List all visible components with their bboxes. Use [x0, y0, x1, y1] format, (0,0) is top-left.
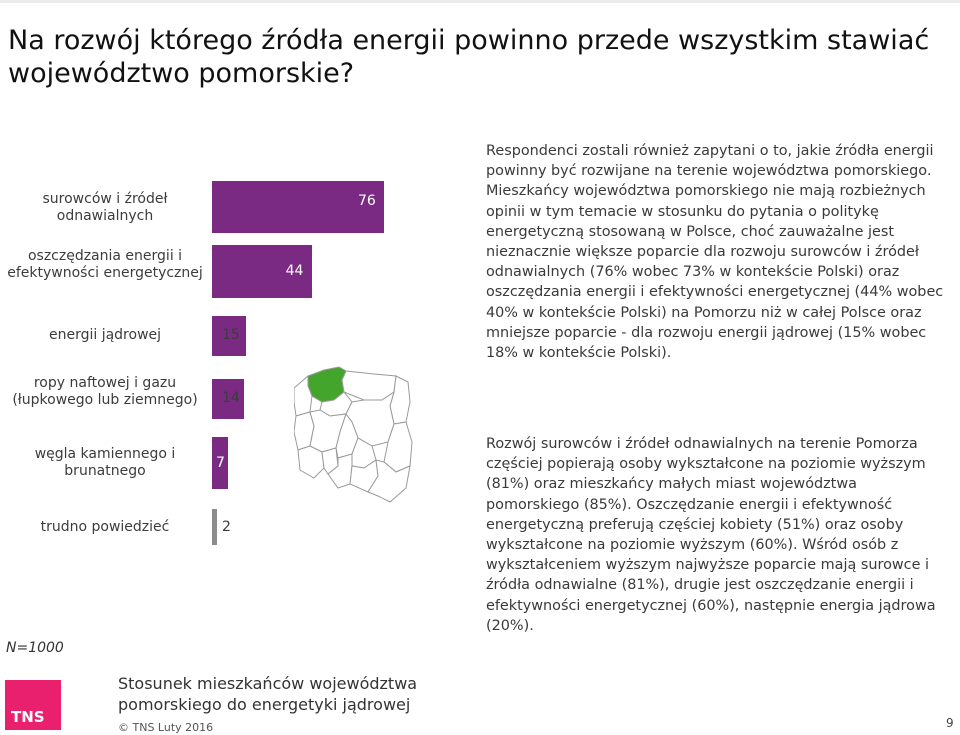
- bar: [212, 245, 312, 298]
- value-label: 15: [222, 327, 240, 343]
- footer-title: Stosunek mieszkańców województwa pomorsk…: [118, 673, 417, 715]
- description-paragraph-1: Respondenci zostali również zapytani o t…: [486, 143, 944, 362]
- page-title: Na rozwój którego źródła energii powinno…: [8, 25, 930, 89]
- category-label: trudno powiedzieć: [40, 519, 170, 535]
- bar: [212, 379, 244, 419]
- sample-size: N=1000: [6, 640, 64, 656]
- top-rule: [0, 0, 960, 3]
- map-region-dolnoslaskie: [297, 445, 325, 479]
- category-label: energii jądrowej: [48, 327, 162, 343]
- value-label: 7: [216, 455, 225, 471]
- bar: [212, 316, 246, 356]
- poland-map: [294, 366, 413, 503]
- value-label: 76: [358, 193, 376, 209]
- bar: [212, 509, 217, 545]
- value-label: 14: [222, 390, 240, 406]
- bar: [212, 437, 228, 489]
- bar: [212, 181, 384, 233]
- logo-text: TNS: [11, 708, 45, 726]
- category-label: surowców i źródeł odnawialnych: [42, 191, 168, 224]
- category-label: ropy naftowej i gazu (łupkowego lub ziem…: [12, 375, 198, 408]
- page-number: 9: [946, 716, 954, 730]
- map-region-zachodniopomorskie: [294, 374, 313, 417]
- footer-title-line-2: pomorskiego do energetyki jądrowej: [118, 695, 411, 714]
- map-region-slaskie: [327, 453, 353, 489]
- category-label: węgla kamiennego i brunatnego: [34, 446, 176, 479]
- value-label: 2: [222, 519, 231, 535]
- category-label: oszczędzania energii i efektywności ener…: [7, 248, 203, 281]
- footer-title-line-1: Stosunek mieszkańców województwa: [118, 674, 418, 693]
- description-paragraph-2: Rozwój surowców i źródeł odnawialnych na…: [486, 436, 936, 634]
- tns-logo: TNS: [5, 680, 61, 730]
- map-region-podkarpackie: [367, 459, 411, 503]
- value-label: 44: [285, 263, 304, 279]
- copyright: © TNS Luty 2016: [118, 721, 214, 734]
